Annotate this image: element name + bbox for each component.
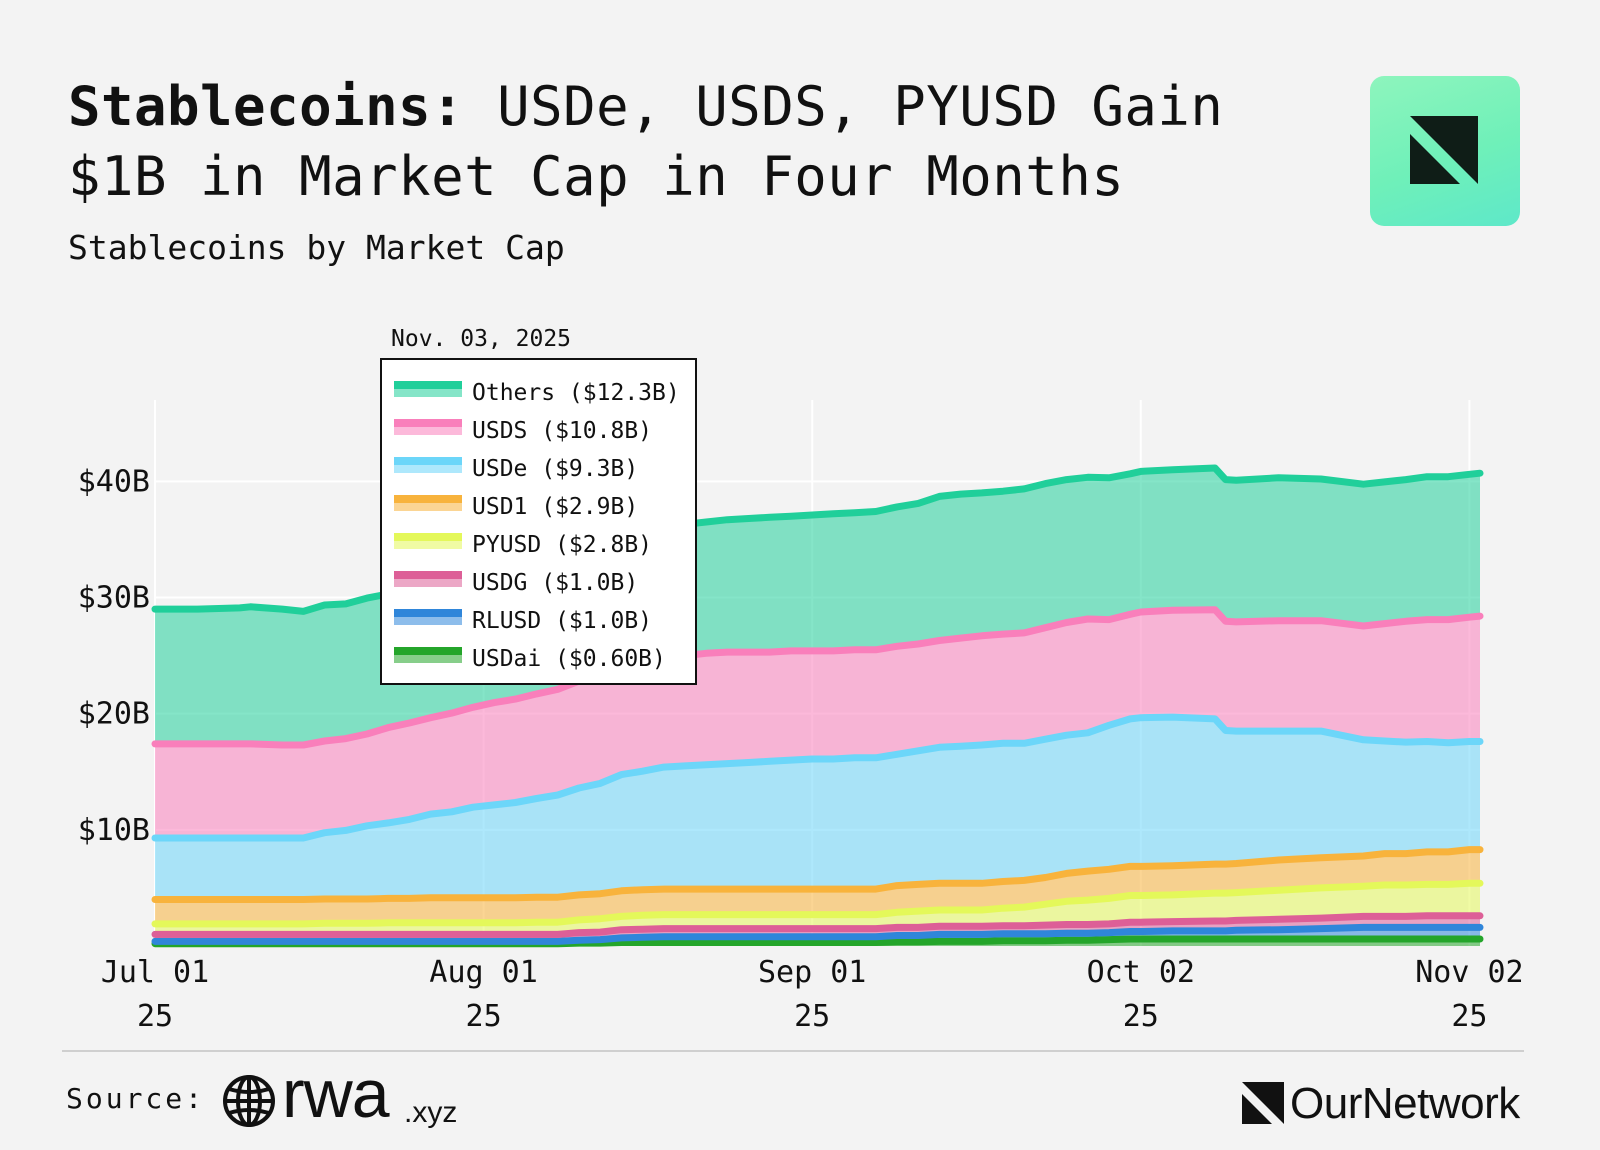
x-tick-year-31: 25 (466, 999, 502, 1034)
line-usde (151, 713, 1484, 842)
chart-areas (155, 468, 1480, 946)
tooltip-row-pyusd: PYUSD ($2.8B) (472, 532, 652, 558)
tooltip-box (380, 358, 697, 685)
x-tick-year-93: 25 (1123, 999, 1159, 1034)
ournetwork-wordmark: OurNetwork (1290, 1079, 1520, 1128)
chart-subtitle: Stablecoins by Market Cap (68, 228, 565, 267)
chart-title: Stablecoins: USDe, USDS, PYUSD Gain $1B … (68, 72, 1318, 212)
tooltip-swatch-fill-usds (394, 427, 462, 435)
tooltip-swatch-fill-usdg (394, 579, 462, 587)
tooltip-swatch-line-usd1 (394, 495, 462, 503)
tooltip-swatch-line-usds (394, 419, 462, 427)
tooltip-row-usds: USDS ($10.8B) (472, 418, 652, 444)
tooltip-row-usd1: USD1 ($2.9B) (472, 494, 638, 520)
x-tick-year-0: 25 (137, 999, 173, 1034)
x-tick-label-62: Sep 01 (758, 955, 866, 990)
footer-divider (62, 1050, 1524, 1052)
tooltip-row-rlusd: RLUSD ($1.0B) (472, 608, 652, 634)
tooltip-swatch-line-pyusd (394, 533, 462, 541)
globe-icon (223, 1075, 275, 1127)
hover-tooltip: Nov. 03, 2025 Others ($12.3B) USDS ($10.8B… (380, 326, 697, 685)
chart-title-rest: USDe, USDS, PYUSD Gain $1B in Market Cap… (68, 75, 1224, 208)
line-usd1 (151, 846, 1484, 903)
tooltip-row-others: Others ($12.3B) (472, 380, 680, 406)
stablecoin-area-chart: $10B $20B $30B $40B Jul 01 25 Aug 01 25 Sep 01 25… (78, 326, 1524, 1034)
tooltip-swatch-fill-usde (394, 465, 462, 473)
tooltip-row-usde: USDe ($9.3B) (472, 456, 638, 482)
source-logo-tld: .xyz (404, 1096, 458, 1129)
y-tick-label-20: $20B (78, 697, 150, 732)
tooltip-swatch-fill-rlusd (394, 617, 462, 625)
source-label: Source: (66, 1082, 206, 1115)
tooltip-date: Nov. 03, 2025 (391, 326, 571, 352)
area-usde (155, 717, 1480, 900)
x-tick-label-93: Oct 02 (1087, 955, 1195, 990)
tooltip-swatch-line-rlusd (394, 609, 462, 617)
source-logo-name: rwa (282, 1056, 390, 1132)
chart-axes: $10B $20B $30B $40B Jul 01 25 Aug 01 25 Sep 01 25… (78, 464, 1524, 1034)
y-tick-label-40: $40B (78, 464, 150, 499)
tooltip-swatch-fill-pyusd (394, 541, 462, 549)
tooltip-row-usdai: USDai ($0.60B) (472, 646, 666, 672)
tooltip-swatch-line-usdg (394, 571, 462, 579)
ournetwork-logo-icon (1410, 116, 1478, 184)
ournetwork-logo-tile (1370, 76, 1520, 226)
ournetwork-mark-icon (1242, 1082, 1284, 1124)
y-tick-label-10: $10B (78, 813, 150, 848)
tooltip-swatch-fill-usdai (394, 655, 462, 663)
y-tick-label-30: $30B (78, 580, 150, 615)
chart-title-bold: Stablecoins: (68, 75, 465, 138)
area-usds (155, 609, 1480, 838)
x-tick-year-62: 25 (794, 999, 830, 1034)
x-tick-year-124: 25 (1451, 999, 1487, 1034)
line-usdg (151, 912, 1484, 938)
tooltip-swatch-line-others (394, 381, 462, 389)
tooltip-swatch-fill-others (394, 389, 462, 397)
tooltip-swatch-line-usde (394, 457, 462, 465)
line-pyusd (151, 879, 1484, 928)
x-tick-label-124: Nov 02 (1415, 955, 1523, 990)
line-usds (151, 606, 1484, 749)
tooltip-swatch-line-usdai (394, 647, 462, 655)
line-rlusd (151, 923, 1484, 945)
x-tick-label-31: Aug 01 (429, 955, 537, 990)
tooltip-swatch-fill-usd1 (394, 503, 462, 511)
x-tick-label-0: Jul 01 (101, 955, 209, 990)
tooltip-row-usdg: USDG ($1.0B) (472, 570, 638, 596)
